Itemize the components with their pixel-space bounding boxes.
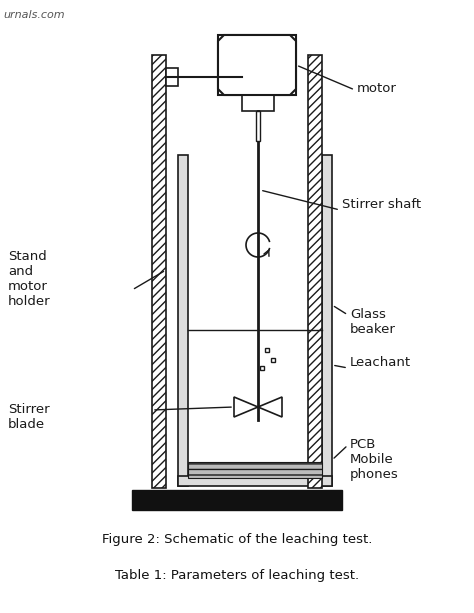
Bar <box>178 476 332 486</box>
Bar <box>166 68 178 86</box>
Text: Stirrer
blade: Stirrer blade <box>8 403 50 431</box>
Text: Leachant: Leachant <box>350 356 411 368</box>
Text: urnals.com: urnals.com <box>3 10 64 20</box>
Bar <box>132 490 342 510</box>
Bar <box>308 55 322 488</box>
Text: PCB
Mobile
phones: PCB Mobile phones <box>350 438 399 481</box>
Text: Stand
and
motor
holder: Stand and motor holder <box>8 250 51 308</box>
Bar <box>152 55 166 488</box>
Bar <box>188 462 322 478</box>
Text: Figure 2: Schematic of the leaching test.: Figure 2: Schematic of the leaching test… <box>102 533 372 547</box>
Bar <box>242 95 274 111</box>
Text: Glass
beaker: Glass beaker <box>350 308 396 336</box>
Polygon shape <box>234 397 258 417</box>
Text: motor: motor <box>357 82 397 94</box>
Text: Table 1: Parameters of leaching test.: Table 1: Parameters of leaching test. <box>115 568 359 582</box>
Polygon shape <box>218 35 296 95</box>
Bar <box>218 35 296 95</box>
Polygon shape <box>258 397 282 417</box>
Bar <box>322 155 332 486</box>
Bar <box>178 155 188 486</box>
Text: Stirrer shaft: Stirrer shaft <box>342 199 421 211</box>
Bar <box>256 111 260 141</box>
